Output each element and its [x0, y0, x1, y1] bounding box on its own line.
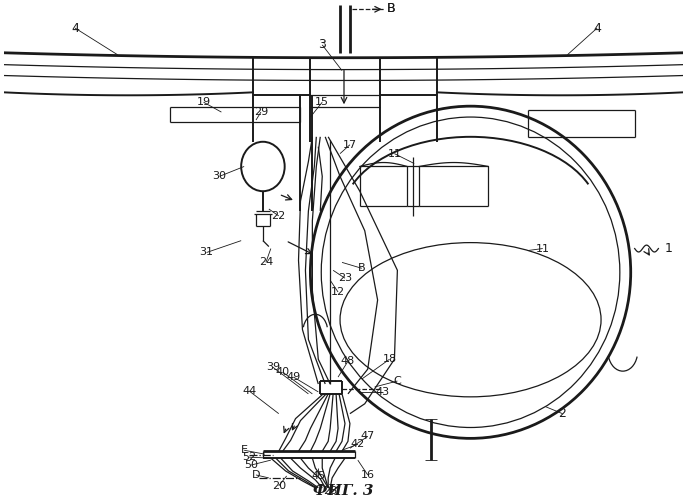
Text: 44: 44: [242, 386, 256, 396]
Text: B: B: [358, 264, 365, 274]
Text: 49: 49: [286, 372, 301, 382]
Text: 31: 31: [199, 248, 214, 258]
Text: 4: 4: [593, 22, 601, 35]
Text: 30: 30: [212, 172, 227, 181]
Text: 24: 24: [259, 258, 273, 268]
Text: 12: 12: [331, 287, 345, 297]
Text: B: B: [387, 2, 396, 15]
Text: 42: 42: [350, 440, 365, 450]
Text: B: B: [387, 2, 396, 15]
Text: 15: 15: [315, 97, 329, 107]
Text: 23: 23: [338, 273, 352, 283]
Text: 39: 39: [266, 362, 280, 372]
Text: ФИГ. 3: ФИГ. 3: [313, 484, 373, 498]
Text: 18: 18: [383, 354, 396, 364]
Text: 1: 1: [664, 242, 672, 255]
Text: 40: 40: [275, 367, 290, 377]
Text: 29: 29: [254, 107, 268, 117]
Text: 16: 16: [361, 470, 374, 480]
Text: 2: 2: [559, 407, 567, 420]
Text: 22: 22: [271, 211, 286, 221]
Text: 11: 11: [387, 148, 401, 158]
Text: 3: 3: [318, 38, 326, 52]
Text: 47: 47: [361, 432, 375, 442]
Text: 48: 48: [341, 356, 355, 366]
Text: 17: 17: [343, 140, 357, 149]
Text: 50: 50: [244, 460, 258, 470]
Text: D: D: [251, 470, 260, 480]
Text: 28: 28: [323, 486, 337, 496]
Text: 43: 43: [376, 387, 390, 397]
Text: 4: 4: [71, 22, 79, 35]
Text: E: E: [240, 445, 247, 455]
Text: 11: 11: [536, 244, 550, 254]
Text: 52: 52: [242, 452, 256, 462]
Text: 45: 45: [311, 471, 326, 481]
Text: 19: 19: [196, 97, 211, 107]
Text: 20: 20: [271, 481, 286, 491]
Text: C: C: [394, 376, 401, 386]
